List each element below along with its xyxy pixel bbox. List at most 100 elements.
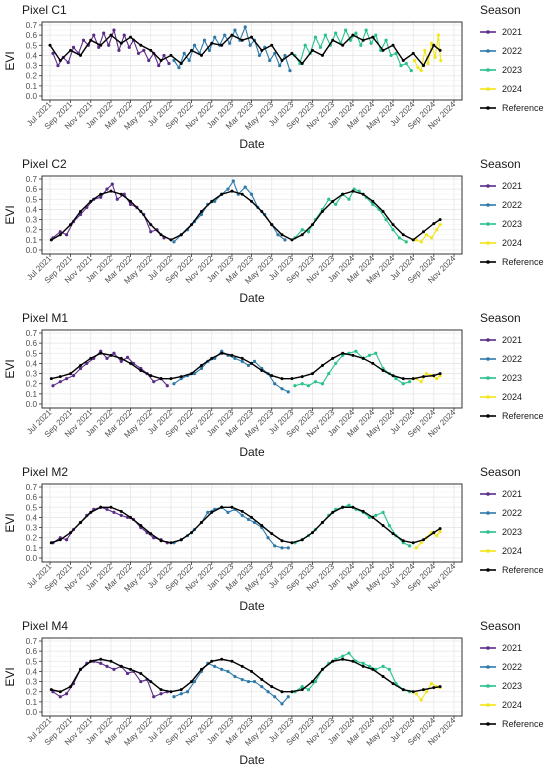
y-tick-label: 0.1 — [26, 236, 38, 245]
reference-point — [270, 374, 274, 378]
data-point-2023 — [344, 28, 348, 32]
legend-label: 2023 — [502, 219, 522, 229]
reference-point — [58, 690, 62, 694]
legend-swatch-point — [486, 106, 490, 110]
data-point-2021 — [51, 384, 55, 388]
reference-point — [351, 505, 355, 509]
y-tick-label: 0.7 — [26, 21, 38, 30]
legend-label: 2023 — [502, 373, 522, 383]
data-point-2024 — [412, 58, 417, 63]
data-point-2023 — [347, 503, 351, 507]
legend-title: Season — [480, 157, 521, 171]
legend-swatch-point — [486, 511, 490, 515]
data-point-2024 — [429, 41, 434, 45]
legend-label: 2021 — [502, 181, 522, 191]
reference-point — [270, 223, 274, 227]
reference-point — [230, 189, 234, 193]
data-point-2024 — [429, 682, 434, 686]
data-point-2024 — [439, 58, 443, 63]
x-axis-label: Date — [239, 291, 265, 305]
data-point-2023 — [374, 513, 378, 517]
legend-label: 2021 — [502, 489, 522, 499]
reference-point — [199, 209, 203, 213]
data-point-2021 — [119, 513, 123, 517]
legend-swatch-point — [486, 395, 490, 399]
reference-point — [240, 664, 244, 668]
legend-swatch-point — [486, 646, 490, 650]
reference-point — [139, 43, 143, 47]
legend-swatch-point — [486, 722, 490, 726]
data-point-2023 — [313, 35, 318, 39]
data-point-2022 — [266, 690, 270, 694]
reference-point — [411, 51, 415, 55]
data-point-2023 — [394, 51, 398, 56]
data-point-2023 — [364, 28, 368, 32]
y-tick-label: 0.4 — [26, 205, 38, 214]
data-point-2021 — [81, 38, 86, 42]
reference-point — [432, 222, 436, 226]
legend-label: Reference — [502, 565, 544, 575]
reference-point — [119, 664, 123, 668]
data-point-2023 — [387, 523, 391, 528]
data-point-2023 — [300, 685, 304, 689]
reference-point — [320, 209, 324, 213]
reference-point — [310, 531, 314, 535]
legend-label: 2022 — [502, 200, 522, 210]
reference-point — [139, 369, 143, 373]
data-point-2021 — [51, 51, 55, 56]
data-point-2022 — [286, 546, 290, 550]
reference-point — [78, 209, 82, 213]
legend-label: Reference — [502, 719, 544, 729]
data-point-2024 — [438, 530, 442, 534]
data-point-2022 — [187, 58, 191, 63]
reference-point — [199, 53, 203, 57]
data-point-2021 — [147, 58, 151, 63]
reference-point — [391, 532, 395, 536]
reference-point — [149, 374, 153, 378]
reference-point — [331, 199, 335, 203]
reference-point — [381, 524, 385, 528]
reference-point — [320, 363, 324, 367]
legend-title: Season — [480, 619, 521, 633]
reference-point — [139, 671, 143, 675]
reference-point — [49, 238, 53, 242]
y-tick-label: 0.5 — [26, 195, 38, 204]
reference-point — [280, 377, 284, 381]
reference-point — [361, 38, 365, 42]
reference-point — [49, 541, 53, 545]
reference-point — [240, 192, 244, 196]
legend-swatch-point — [486, 376, 490, 380]
reference-point — [401, 233, 405, 237]
data-point-2023 — [293, 384, 297, 388]
reference-point — [169, 238, 173, 242]
y-tick-label: 0.6 — [26, 31, 38, 40]
y-tick-label: 0.7 — [26, 483, 38, 492]
reference-point — [58, 233, 62, 237]
data-point-2021 — [167, 61, 171, 66]
legend-swatch-point — [486, 222, 490, 226]
data-point-2022 — [280, 387, 284, 391]
data-point-2021 — [112, 667, 116, 671]
y-tick-label: 0.1 — [26, 544, 38, 553]
reference-point — [159, 59, 163, 62]
reference-point — [230, 505, 234, 509]
data-point-2023 — [404, 240, 408, 244]
data-point-2023 — [306, 384, 311, 388]
reference-point — [438, 527, 442, 531]
data-point-2022 — [192, 43, 197, 47]
data-point-2022 — [246, 679, 251, 684]
y-tick-label: 0.2 — [26, 688, 38, 697]
data-point-2021 — [125, 355, 130, 359]
reference-point — [361, 192, 365, 196]
data-point-2022 — [172, 382, 176, 386]
legend-swatch-point — [486, 184, 490, 188]
data-point-2023 — [341, 654, 345, 658]
reference-point — [250, 361, 254, 365]
reference-point — [48, 43, 52, 47]
reference-point — [411, 541, 415, 545]
reference-point — [109, 353, 113, 357]
reference-point — [432, 531, 436, 535]
data-point-2024 — [438, 223, 442, 227]
panel-border — [41, 637, 463, 717]
reference-point — [99, 351, 103, 355]
